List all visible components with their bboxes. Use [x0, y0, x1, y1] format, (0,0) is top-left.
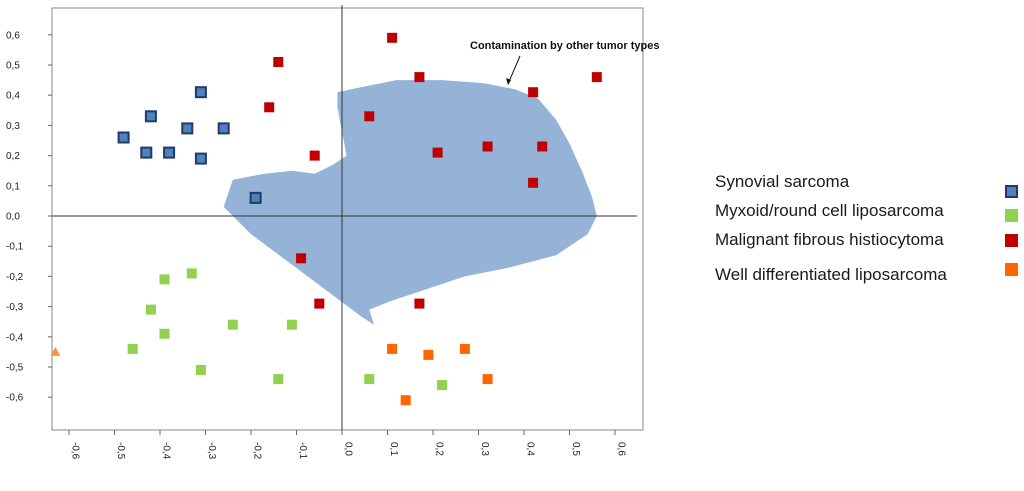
x-tick-label: 0,2 [434, 442, 445, 456]
legend-item-myxoid: Myxoid/round cell liposarcoma [715, 201, 1020, 230]
legend-item-well-diff: Well differentiated liposarcoma [715, 263, 1020, 294]
x-tick-label: -0,6 [70, 442, 81, 460]
malignant-fibrous-histiocytoma-point [314, 298, 325, 309]
myxoid-round-cell-liposarcoma-point [195, 365, 206, 375]
annotation-arrow-line [507, 55, 521, 85]
data-points [50, 32, 602, 406]
y-tick-label: 0,4 [6, 91, 20, 102]
plot-frame [51, 7, 644, 431]
myxoid-round-cell-liposarcoma-point [159, 328, 170, 339]
legend-swatch-mfh [1005, 234, 1018, 247]
legend-label-mfh: Malignant fibrous histiocytoma [715, 230, 944, 249]
well-differentiated-liposarcoma-point [400, 395, 411, 406]
y-tick-label: -0,3 [6, 302, 24, 313]
malignant-fibrous-histiocytoma-point [537, 141, 548, 152]
legend-swatch-synovial [1005, 185, 1018, 198]
y-tick-label: 0,3 [6, 121, 20, 132]
synovial-sarcoma-point [117, 131, 130, 144]
malignant-fibrous-histiocytoma-point [264, 102, 275, 113]
x-tick-label: -0,4 [161, 442, 172, 460]
myxoid-round-cell-liposarcoma-point [273, 374, 284, 385]
y-axis-ticks: 0,6 0,5 0,4 0,3 0,2 0,1 0,0 -0,1 -0,2 -0,3 -0,4 -0,… [6, 30, 52, 404]
well-differentiated-liposarcoma-point [423, 349, 434, 360]
synovial-sarcoma-point [140, 146, 153, 159]
annotation-arrow-head [506, 78, 511, 85]
malignant-fibrous-histiocytoma-point [528, 87, 539, 98]
myxoid-round-cell-liposarcoma-point [286, 319, 297, 330]
malignant-fibrous-histiocytoma-point [273, 57, 284, 67]
y-tick-label: 0,5 [6, 61, 20, 72]
x-tick-label: 0,3 [479, 442, 490, 456]
y-tick-label: -0,2 [6, 272, 24, 283]
x-tick-label: -0,2 [252, 442, 263, 460]
synovial-sarcoma-point [194, 86, 207, 99]
malignant-fibrous-histiocytoma-point [414, 72, 425, 83]
malignant-fibrous-histiocytoma-point [414, 298, 425, 309]
y-tick-label: -0,5 [6, 363, 24, 374]
y-tick-label: 0,6 [6, 30, 20, 41]
legend-label-myxoid: Myxoid/round cell liposarcoma [715, 201, 944, 220]
x-tick-label: -0,1 [297, 442, 308, 460]
myxoid-round-cell-liposarcoma-point [159, 274, 170, 285]
myxoid-round-cell-liposarcoma-point [437, 380, 448, 391]
myxoid-round-cell-liposarcoma-point [364, 374, 375, 385]
legend-item-mfh: Malignant fibrous histiocytoma [715, 230, 1020, 259]
myxoid-round-cell-liposarcoma-point [127, 343, 138, 354]
malignant-fibrous-histiocytoma-point [309, 150, 320, 161]
malignant-fibrous-histiocytoma-point [591, 72, 602, 83]
myxoid-round-cell-liposarcoma-point [227, 319, 238, 330]
well-differentiated-liposarcoma-point [482, 374, 493, 385]
malignant-fibrous-histiocytoma-point [296, 253, 307, 264]
legend-swatch-myxoid [1005, 209, 1018, 222]
synovial-sarcoma-point [181, 122, 194, 135]
synovial-sarcoma-point [249, 191, 262, 204]
legend-label-synovial: Synovial sarcoma [715, 172, 850, 191]
synovial-sarcoma-point [144, 110, 157, 123]
myxoid-round-cell-liposarcoma-point [186, 268, 197, 279]
x-tick-label: 0,5 [570, 442, 581, 456]
y-tick-label: -0,1 [6, 242, 24, 253]
legend-item-synovial: Synovial sarcoma [715, 172, 1020, 201]
y-tick-label: -0,6 [6, 393, 24, 404]
synovial-sarcoma-point [217, 122, 230, 135]
y-tick-label: 0,1 [6, 181, 20, 192]
myxoid-round-cell-liposarcoma-point [145, 304, 156, 315]
x-tick-label: -0,3 [206, 442, 217, 460]
x-axis-ticks: -0,6 -0,5 -0,4 -0,3 -0,2 -0,1 0,0 0,1 0,2 0,3 0,4 0… [68, 430, 627, 460]
legend: Synovial sarcoma Myxoid/round cell lipos… [715, 172, 1020, 294]
x-tick-label: 0,4 [525, 442, 536, 456]
outlier-triangle-point [50, 346, 61, 356]
annotation-label: Contamination by other tumor types [470, 40, 659, 52]
y-tick-label: -0,4 [6, 332, 24, 343]
well-differentiated-liposarcoma-point [387, 343, 398, 354]
synovial-sarcoma-point [194, 152, 207, 165]
malignant-fibrous-histiocytoma-point [387, 32, 398, 43]
y-tick-label: 0,0 [6, 212, 20, 223]
malignant-fibrous-histiocytoma-point [482, 141, 493, 152]
contamination-region [223, 80, 597, 325]
x-tick-label: 0,6 [616, 442, 627, 456]
well-differentiated-liposarcoma-point [459, 343, 470, 354]
x-tick-label: -0,5 [115, 442, 126, 460]
malignant-fibrous-histiocytoma-point [432, 147, 443, 158]
x-tick-label: 0,0 [343, 442, 354, 456]
malignant-fibrous-histiocytoma-point [528, 177, 539, 188]
synovial-sarcoma-point [163, 146, 176, 159]
malignant-fibrous-histiocytoma-point [364, 111, 375, 122]
x-tick-label: 0,1 [388, 442, 399, 456]
legend-label-well-diff: Well differentiated liposarcoma [715, 265, 947, 284]
legend-swatch-well-diff [1005, 263, 1018, 276]
y-tick-label: 0,2 [6, 151, 20, 162]
